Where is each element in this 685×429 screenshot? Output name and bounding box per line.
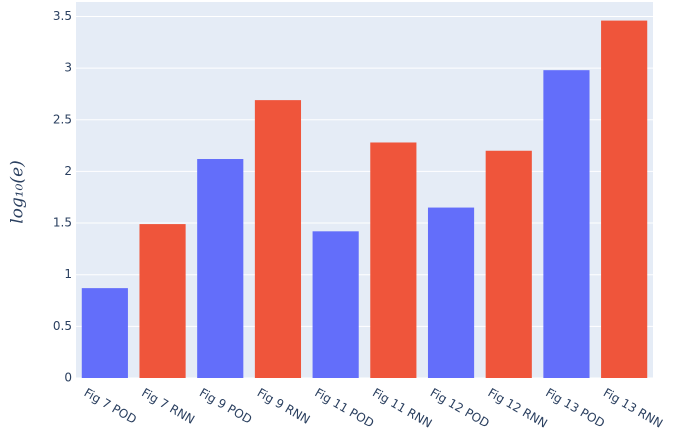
x-tick-label: Fig 9 POD xyxy=(197,386,254,427)
y-tick-label: 2.5 xyxy=(53,112,72,126)
y-tick-label: 2 xyxy=(64,164,72,178)
x-tick-label: Fig 11 RNN xyxy=(370,386,434,429)
y-tick-label: 1 xyxy=(64,267,72,281)
bar xyxy=(427,207,475,378)
x-tick-label: Fig 7 RNN xyxy=(139,386,197,427)
bar xyxy=(543,70,590,378)
bar xyxy=(485,150,532,378)
x-tick-label: Fig 13 POD xyxy=(543,386,607,429)
bar xyxy=(601,20,648,378)
y-axis-label: log₁₀(e) xyxy=(8,160,28,224)
bar xyxy=(197,159,244,378)
x-tick-label: Fig 12 POD xyxy=(428,386,492,429)
bar xyxy=(81,288,128,378)
y-tick-label: 0 xyxy=(64,371,72,385)
bar xyxy=(312,231,359,378)
bar xyxy=(139,224,186,378)
y-tick-label: 3.5 xyxy=(53,9,72,23)
x-tick-label: Fig 7 POD xyxy=(82,386,139,427)
bar xyxy=(254,100,302,378)
x-tick-label: Fig 9 RNN xyxy=(255,386,313,427)
y-tick-label: 1.5 xyxy=(53,216,72,230)
y-tick-label: 3 xyxy=(64,61,72,75)
bar xyxy=(370,142,417,378)
x-tick-label: Fig 11 POD xyxy=(312,386,376,429)
x-tick-label: Fig 12 RNN xyxy=(486,386,550,429)
x-tick-label: Fig 13 RNN xyxy=(601,386,665,429)
y-tick-label: 0.5 xyxy=(53,319,72,333)
